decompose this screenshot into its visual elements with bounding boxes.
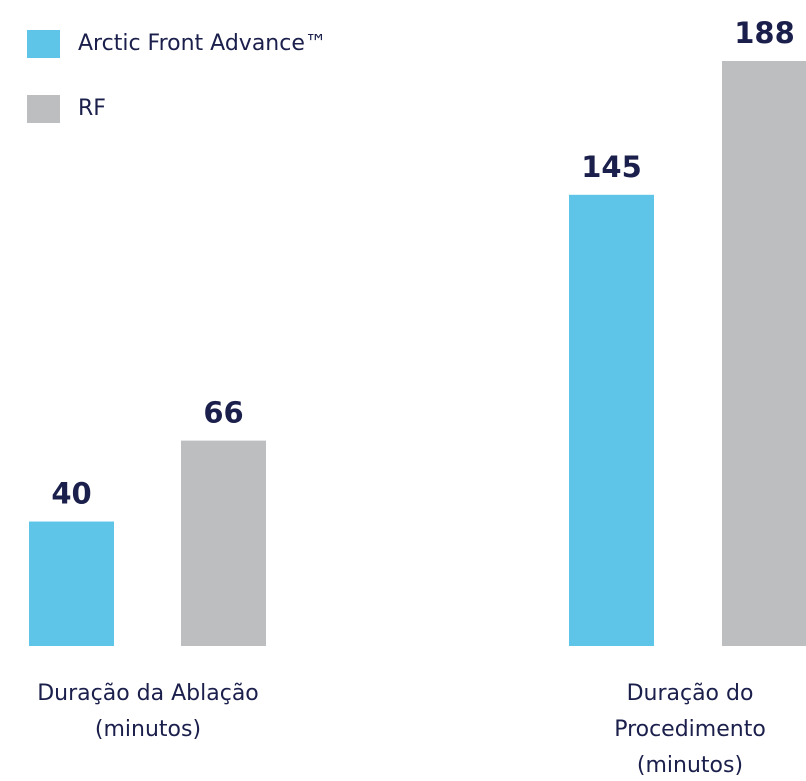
legend-label: RF: [78, 96, 106, 121]
value-label: 188: [734, 16, 795, 50]
value-label: 145: [581, 150, 642, 184]
category-label: Duração da Ablação (minutos): [37, 681, 259, 742]
bar: [722, 61, 806, 646]
value-label: 40: [51, 477, 91, 511]
legend-swatch: [27, 95, 60, 123]
category-label: Duração do Procedimento (minutos): [614, 681, 766, 778]
value-label: 66: [203, 396, 243, 430]
legend-label: Arctic Front Advance™: [78, 31, 327, 56]
bar: [29, 521, 114, 646]
bar: [181, 440, 266, 646]
legend-swatch: [27, 30, 60, 58]
bar: [569, 194, 654, 646]
